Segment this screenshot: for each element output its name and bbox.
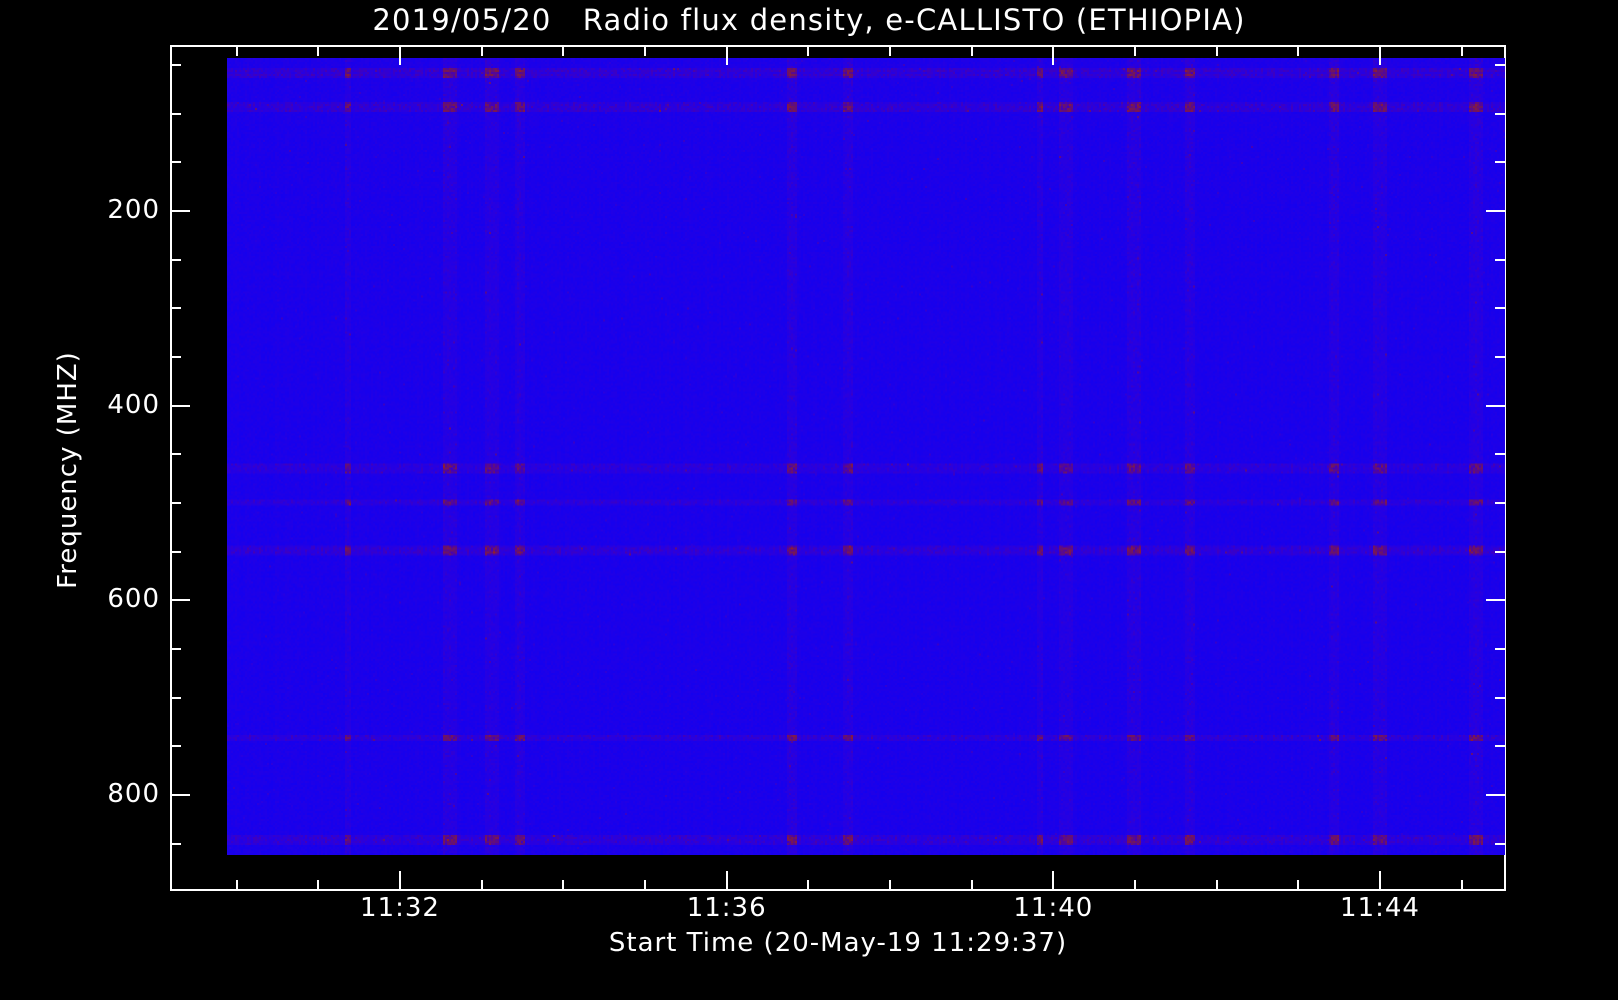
x-tick-minor: [1134, 880, 1136, 891]
x-tick-minor: [1215, 880, 1218, 891]
y-tick-minor-right: [1495, 745, 1506, 748]
x-tick-minor: [235, 880, 238, 891]
x-axis-title: Start Time (20-May-19 11:29:37): [608, 928, 1068, 958]
y-tick-minor-right: [1495, 161, 1506, 164]
x-tick-minor-top: [317, 45, 320, 56]
x-tick-major-top: [725, 45, 728, 65]
y-tick-label-800: 800: [107, 779, 160, 809]
x-tick-major-11-36: [725, 871, 728, 891]
spectrogram-canvas: [227, 58, 1505, 855]
x-tick-minor: [1460, 880, 1463, 891]
x-tick-minor: [480, 880, 483, 891]
y-tick-major-800: [170, 794, 190, 796]
x-tick-minor-top: [1297, 45, 1300, 56]
y-tick-minor-right: [1495, 258, 1506, 261]
y-tick-minor-right: [1495, 648, 1506, 650]
y-tick-minor-right: [1495, 842, 1506, 845]
x-tick-label-11-40: 11:40: [1013, 893, 1094, 923]
x-tick-minor: [970, 880, 973, 891]
y-tick-minor-right: [1495, 696, 1506, 699]
x-tick-minor-top: [480, 45, 483, 56]
y-tick-major-400: [170, 404, 190, 407]
y-tick-minor-right: [1495, 112, 1506, 115]
x-tick-major-top: [1379, 45, 1381, 65]
x-tick-major-11-44: [1379, 871, 1381, 891]
x-tick-minor: [807, 880, 810, 891]
x-tick-major-11-40: [1052, 871, 1055, 891]
y-axis-title: Frequency (MHZ): [53, 351, 83, 589]
y-tick-major-right-400: [1486, 404, 1506, 407]
y-tick-minor: [170, 161, 181, 164]
x-tick-major-top: [1052, 45, 1055, 65]
y-tick-minor: [170, 307, 181, 310]
x-tick-minor-top: [1215, 45, 1218, 56]
x-tick-label-11-36: 11:36: [686, 893, 767, 923]
y-tick-major-right-200: [1486, 210, 1506, 212]
x-tick-minor: [562, 880, 565, 891]
y-tick-major-200: [170, 210, 190, 212]
y-tick-minor: [170, 502, 181, 504]
x-tick-minor: [1297, 880, 1300, 891]
x-tick-minor: [889, 880, 891, 891]
y-tick-minor-right: [1495, 453, 1506, 456]
y-tick-label-600: 600: [107, 584, 160, 615]
x-tick-label-11-44: 11:44: [1340, 893, 1420, 923]
y-tick-minor-right: [1495, 550, 1506, 553]
y-tick-minor: [170, 112, 181, 115]
y-tick-minor: [170, 648, 181, 650]
y-tick-minor-right: [1495, 307, 1506, 310]
y-tick-minor-right: [1495, 356, 1506, 358]
y-tick-minor: [170, 258, 181, 261]
x-tick-minor-top: [889, 45, 891, 56]
y-tick-minor: [170, 64, 181, 66]
x-tick-minor: [644, 880, 646, 891]
x-tick-minor-top: [644, 45, 646, 56]
y-tick-minor: [170, 842, 181, 845]
x-tick-minor-top: [1134, 45, 1136, 56]
x-tick-minor-top: [562, 45, 565, 56]
y-tick-minor-right: [1495, 502, 1506, 504]
y-tick-label-400: 400: [107, 389, 160, 420]
x-tick-minor: [317, 880, 320, 891]
page-title: 2019/05/20 Radio flux density, e-CALLIST…: [372, 3, 1246, 37]
y-tick-major-600: [170, 599, 190, 602]
x-tick-label-11-32: 11:32: [360, 893, 440, 923]
y-tick-minor: [170, 745, 181, 748]
y-tick-minor: [170, 453, 181, 456]
y-tick-minor-right: [1495, 64, 1506, 66]
y-tick-minor: [170, 356, 181, 358]
y-tick-major-right-800: [1486, 794, 1506, 796]
x-tick-minor-top: [235, 45, 238, 56]
x-tick-major-top: [399, 45, 401, 65]
x-tick-minor-top: [1460, 45, 1463, 56]
spectrogram-image: [227, 58, 1505, 855]
y-tick-label-200: 200: [107, 195, 160, 225]
y-tick-minor: [170, 696, 181, 699]
x-tick-major-11-32: [399, 871, 401, 891]
y-tick-major-right-600: [1486, 599, 1506, 602]
y-tick-minor: [170, 550, 181, 553]
x-tick-minor-top: [807, 45, 810, 56]
x-tick-minor-top: [970, 45, 973, 56]
